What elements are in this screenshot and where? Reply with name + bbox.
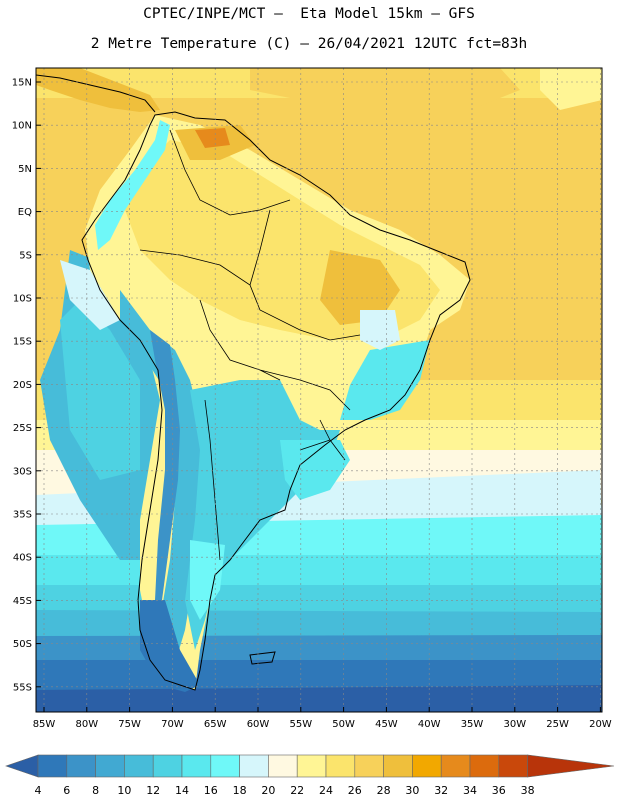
- colorbar: 4 6 8 10 12 14 16 18 20 22 24 26 28 30 32 34 36 38: [5, 754, 615, 797]
- lat-label: 50S: [13, 639, 32, 650]
- temperature-field: [36, 68, 602, 712]
- colorbar-box: [66, 754, 96, 778]
- lon-label: 75W: [118, 719, 141, 730]
- lat-label: 35S: [13, 510, 32, 521]
- colorbar-label: 12: [146, 784, 160, 797]
- lon-label: 70W: [161, 719, 184, 730]
- lat-label: 15N: [12, 78, 32, 89]
- lon-label: 40W: [418, 719, 441, 730]
- colorbar-box: [498, 754, 528, 778]
- colorbar-label: 32: [434, 784, 448, 797]
- lon-label: 25W: [546, 719, 569, 730]
- lat-label: 10N: [12, 121, 32, 132]
- colorbar-label: 20: [261, 784, 275, 797]
- lon-label: 45W: [375, 719, 398, 730]
- lat-label: 10S: [13, 294, 32, 305]
- lat-label: 5S: [19, 250, 32, 261]
- colorbar-label: 18: [233, 784, 247, 797]
- colorbar-label: 14: [175, 784, 189, 797]
- lon-label: 80W: [75, 719, 98, 730]
- colorbar-label: 16: [204, 784, 218, 797]
- lat-label: 15S: [13, 337, 32, 348]
- colorbar-label: 38: [521, 784, 535, 797]
- title-line-2: 2 Metre Temperature (C) – 26/04/2021 12U…: [90, 36, 528, 52]
- colorbar-box: [239, 754, 269, 778]
- colorbar-label: 26: [348, 784, 362, 797]
- colorbar-box: [210, 754, 240, 778]
- colorbar-box: [181, 754, 212, 778]
- lat-label: 25S: [13, 423, 32, 434]
- colorbar-label: 30: [405, 784, 419, 797]
- colorbar-label: 24: [319, 784, 333, 797]
- lat-label: EQ: [18, 207, 32, 218]
- colorbar-box: [37, 754, 68, 778]
- colorbar-box: [95, 754, 125, 778]
- colorbar-box: [325, 754, 356, 778]
- colorbar-label: 34: [463, 784, 477, 797]
- lat-label: 40S: [13, 553, 32, 564]
- colorbar-label: 8: [92, 784, 99, 797]
- colorbar-box: [296, 754, 327, 778]
- lon-label: 60W: [247, 719, 270, 730]
- title-line-1: CPTEC/INPE/MCT – Eta Model 15km – GFS: [143, 6, 475, 22]
- colorbar-label: 4: [35, 784, 42, 797]
- lat-label: 55S: [13, 682, 32, 693]
- graticule: [36, 68, 602, 712]
- colorbar-label: 6: [63, 784, 70, 797]
- colorbar-box: [440, 754, 471, 778]
- colorbar-label: 10: [117, 784, 131, 797]
- colorbar-label: 28: [377, 784, 391, 797]
- colorbar-box: [124, 754, 154, 778]
- colorbar-box: [152, 754, 183, 778]
- longitude-labels: 85W 80W 75W 70W 65W 60W 55W 50W 45W 40W 35W 30W 25W 2…: [33, 707, 612, 730]
- colorbar-box: [268, 754, 298, 778]
- colorbar-arrow-high: [527, 754, 615, 778]
- latitude-labels: 15N 10N 5N EQ 5S 10S 15S 20S 25S 30S 35S 40S 45S 50S 5…: [12, 78, 41, 693]
- lon-label: 20W: [589, 719, 612, 730]
- lat-label: 5N: [18, 164, 32, 175]
- lat-label: 45S: [13, 596, 32, 607]
- lon-label: 30W: [503, 719, 526, 730]
- colorbar-box: [383, 754, 413, 778]
- map-frame: [35, 67, 603, 713]
- lat-label: 20S: [13, 380, 32, 391]
- lon-label: 35W: [461, 719, 484, 730]
- colorbar-box: [412, 754, 442, 778]
- lat-label: 30S: [13, 466, 32, 477]
- colorbar-box: [354, 754, 384, 778]
- lon-label: 50W: [332, 719, 355, 730]
- colorbar-label: 22: [290, 784, 304, 797]
- colorbar-label: 36: [492, 784, 506, 797]
- lon-label: 55W: [289, 719, 312, 730]
- lon-label: 65W: [204, 719, 227, 730]
- lon-label: 85W: [33, 719, 56, 730]
- colorbar-box: [469, 754, 500, 778]
- colorbar-arrow-low: [5, 754, 39, 778]
